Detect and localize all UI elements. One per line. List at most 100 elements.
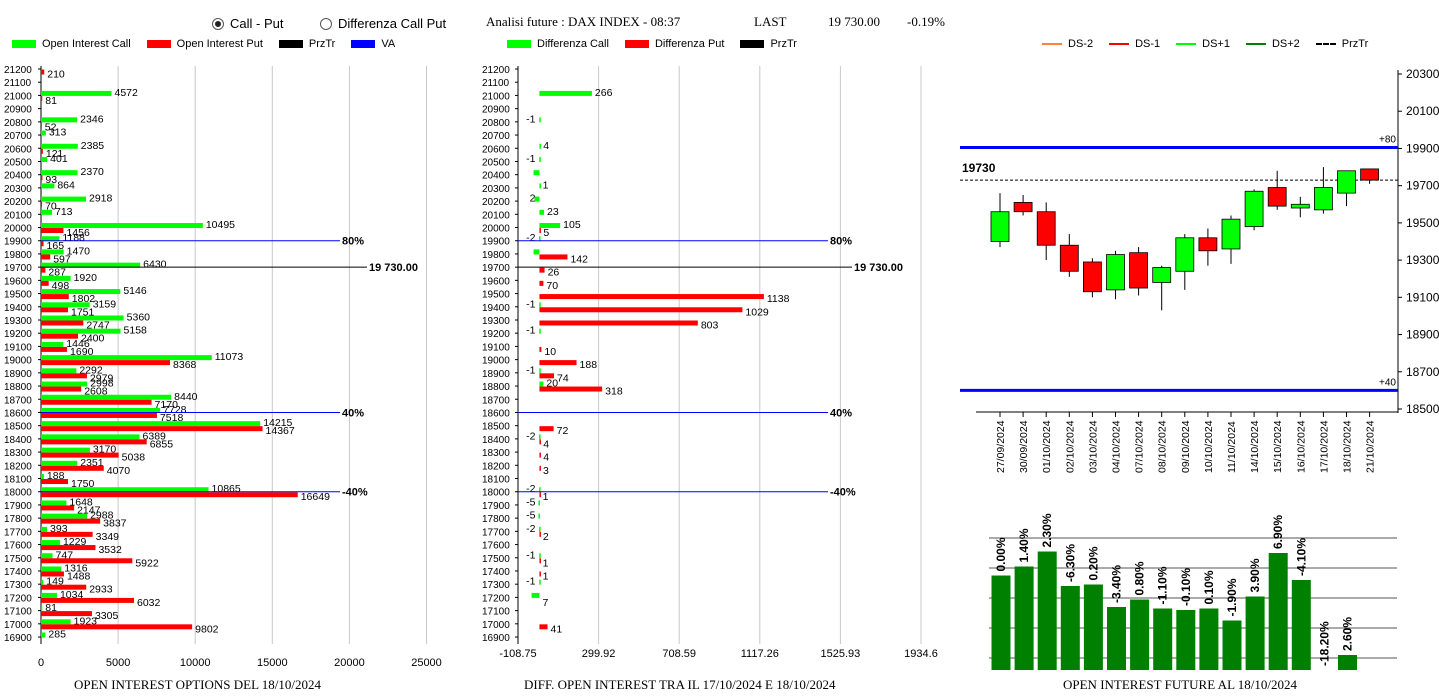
bar: [1130, 599, 1150, 670]
strike-label: 19600: [4, 276, 32, 287]
call-diff-bar: [539, 553, 541, 559]
candle-body: [1083, 261, 1102, 293]
strike-label: 19900: [482, 237, 510, 248]
radio-difference[interactable]: Differenza Call Put: [320, 16, 446, 31]
call-bar: [41, 407, 161, 413]
call-value-label: 2370: [81, 166, 105, 178]
call-bar: [41, 460, 78, 466]
put-diff-label: 318: [605, 386, 623, 398]
put-value-label: 3305: [95, 610, 119, 622]
call-value-label: 3159: [93, 298, 117, 310]
date-label: 14/10/2024: [1249, 420, 1261, 473]
radio-checked-icon[interactable]: [212, 17, 224, 30]
strike-label: 21200: [4, 65, 32, 76]
put-diff-label: 1029: [745, 306, 769, 318]
date-label: 17/10/2024: [1318, 420, 1330, 473]
put-diff-bar: [539, 280, 544, 286]
x-tick-label: 1117.26: [741, 648, 779, 660]
put-value-label: 9802: [195, 623, 219, 635]
legend-future: DS-2 DS-1 DS+1 DS+2 PrzTr: [1042, 38, 1384, 50]
put-bar: [41, 531, 93, 537]
bar: [1245, 596, 1265, 670]
put-diff-bar: [539, 307, 743, 313]
strike-label: 17100: [482, 607, 510, 618]
candle-body: [990, 211, 1010, 242]
candlestick-chart: 20300 20100 19900 19700 19500 19300 19100 18900…: [960, 67, 1439, 473]
reference-label: 19 730.00: [854, 262, 903, 274]
strike-label: 20600: [4, 144, 32, 155]
put-bar: [41, 479, 68, 485]
put-value-label: 597: [53, 253, 71, 265]
legend-swatch: [1245, 43, 1266, 45]
strike-label: 19000: [4, 356, 32, 367]
put-bar: [41, 584, 87, 590]
last-label: LAST: [754, 14, 787, 29]
strike-label: 20700: [4, 131, 32, 142]
call-diff-bar: [539, 328, 541, 334]
strike-label: 18200: [482, 461, 510, 472]
bar: [1037, 551, 1057, 670]
legend-swatch: [351, 40, 376, 48]
call-value-label: 5146: [123, 285, 147, 297]
put-value-label: 5038: [122, 452, 146, 464]
candle-body: [1106, 254, 1125, 291]
call-diff-bar: [539, 526, 541, 532]
call-diff-label: 23: [547, 206, 559, 218]
call-bar: [41, 606, 43, 612]
call-diff-label: -2: [526, 523, 535, 535]
strike-label: 19500: [4, 290, 32, 301]
put-value-label: 3532: [98, 544, 122, 556]
y-tick-label: 19500: [1406, 216, 1439, 230]
call-diff-bar: [539, 223, 561, 229]
call-bar: [41, 619, 71, 625]
strike-label: 20500: [482, 157, 510, 168]
price-label: 19730: [962, 161, 996, 175]
bar: [1014, 566, 1034, 670]
candle-body: [1129, 252, 1149, 289]
legend-item: PrzTr: [278, 38, 336, 50]
strike-label: 18700: [4, 395, 32, 406]
put-value-label: 5922: [135, 557, 159, 569]
put-diff-bar: [539, 465, 541, 471]
reference-label: 40%: [830, 407, 852, 419]
put-diff-bar: [539, 294, 764, 300]
call-diff-bar: [533, 249, 540, 255]
put-value-label: 93: [45, 174, 57, 186]
put-diff-label: 70: [546, 280, 558, 292]
call-bar: [41, 275, 71, 281]
strike-label: 18500: [4, 422, 32, 433]
legend-label: PrzTr: [308, 38, 336, 50]
put-diff-label: 74: [557, 372, 569, 384]
legend-swatch: [1042, 43, 1062, 45]
legend-item: Differenza Call: [507, 38, 609, 50]
reference-label: -40%: [830, 487, 856, 499]
legend-label: DS+1: [1202, 38, 1230, 50]
radio-call-put[interactable]: Call - Put: [212, 16, 283, 31]
legend-item: VA: [351, 38, 395, 50]
candle-body: [1244, 190, 1264, 228]
put-value-label: 14367: [266, 425, 295, 437]
header: Call - Put Differenza Call Put Analisi f…: [0, 0, 1439, 70]
bar-value-label: 0.00%: [994, 537, 1008, 571]
reference-label: -40%: [342, 487, 368, 499]
candle-body: [1313, 187, 1333, 211]
put-value-label: 7170: [155, 399, 179, 411]
strike-label: 19300: [482, 316, 510, 327]
date-label: 27/09/2024: [995, 420, 1007, 473]
strike-label: 19600: [482, 276, 510, 287]
date-label: 09/10/2024: [1180, 420, 1192, 473]
strike-label: 18300: [482, 448, 510, 459]
strike-label: 20500: [4, 157, 32, 168]
call-bar: [41, 553, 53, 559]
strike-label: 20800: [482, 118, 510, 129]
strike-label: 19000: [482, 356, 510, 367]
legend-swatch: [507, 40, 531, 48]
call-diff-bar: [538, 500, 540, 506]
strike-label: 19100: [4, 342, 32, 353]
legend-label: PrzTr: [1341, 38, 1369, 50]
call-diff-bar: [539, 381, 544, 387]
strike-label: 20100: [4, 210, 32, 221]
strike-label: 20000: [4, 224, 32, 235]
radio-unchecked-icon[interactable]: [320, 17, 332, 30]
legend-swatch: [624, 40, 649, 48]
